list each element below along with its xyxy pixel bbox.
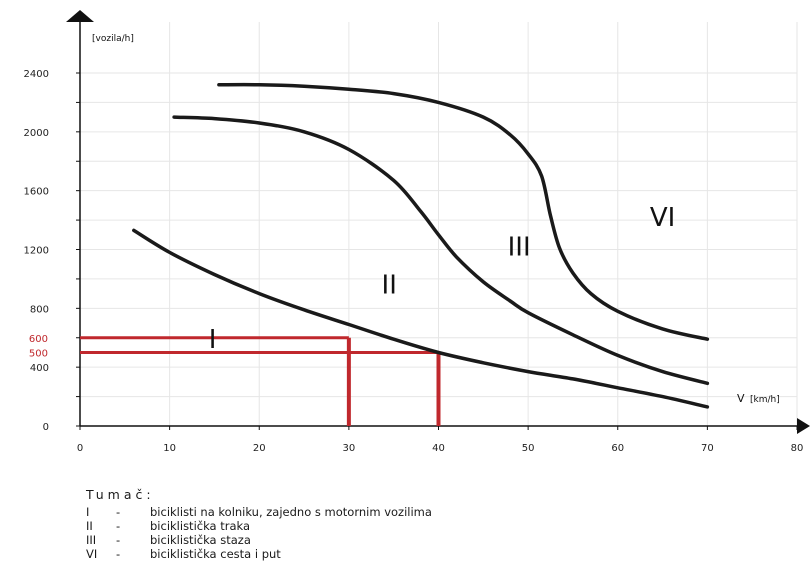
legend-text: biciklisti na kolniku, zajedno s motorni…	[150, 505, 432, 519]
legend-text: biciklistička staza	[150, 533, 251, 547]
legend-text: biciklistička traka	[150, 519, 251, 533]
legend-item: II - biciklistička traka	[86, 519, 432, 533]
x-axis-variable: V	[737, 392, 745, 405]
x-axis-arrow	[797, 418, 810, 434]
legend-dash: -	[116, 505, 121, 519]
y-tick-label: 400	[30, 363, 49, 374]
legend-code: VI	[86, 547, 98, 561]
region-label: II	[382, 271, 397, 301]
legend-item: I - biciklisti na kolniku, zajedno s mot…	[86, 505, 432, 519]
y-tick-label: 1600	[24, 187, 49, 198]
y-tick-label: 800	[30, 304, 49, 315]
curve-iii	[172, 115, 710, 386]
x-tick-label: 20	[253, 443, 266, 454]
y-tick-label: 2400	[24, 69, 49, 80]
legend-dash: -	[116, 533, 121, 547]
speed-flow-chart: 0 10 20 30 40 50 60 70 8004008001200160020002400…	[24, 10, 810, 454]
region-label: III	[508, 232, 531, 262]
y-tick-label: 1200	[24, 246, 49, 257]
legend-item: III - biciklistička staza	[86, 533, 432, 547]
x-tick-label: 10	[163, 443, 176, 454]
y-tick-label: 0	[43, 422, 49, 433]
x-tick-label: 0	[77, 443, 83, 454]
legend-dash: -	[116, 519, 121, 533]
x-axis-unit: [km/h]	[750, 395, 780, 405]
x-tick-label: 70	[701, 443, 714, 454]
legend-text: biciklistička cesta i put	[150, 547, 281, 561]
curve-ii	[132, 228, 710, 409]
y-axis-arrow	[66, 10, 94, 22]
y-axis-label: [vozila/h]	[92, 34, 134, 44]
legend-code: III	[86, 533, 97, 547]
y-tick-label-red: 500	[29, 348, 48, 359]
legend-item: VI - biciklistička cesta i put	[86, 547, 432, 561]
x-tick-label: 30	[343, 443, 356, 454]
y-tick-label: 2000	[24, 128, 49, 139]
y-tick-label-red: 600	[29, 334, 48, 345]
curve-vi	[217, 82, 710, 341]
x-tick-label: 60	[611, 443, 624, 454]
legend-dash: -	[116, 547, 121, 561]
x-tick-label: 50	[522, 443, 535, 454]
region-label: I	[209, 325, 217, 355]
legend-code: I	[86, 505, 90, 519]
legend-code: II	[86, 519, 93, 533]
legend: Tumač: I - biciklisti na kolniku, zajedn…	[86, 487, 432, 561]
x-tick-label: 80	[791, 443, 804, 454]
legend-title: Tumač:	[86, 487, 155, 502]
x-tick-label: 40	[432, 443, 445, 454]
region-label: VI	[650, 203, 675, 233]
